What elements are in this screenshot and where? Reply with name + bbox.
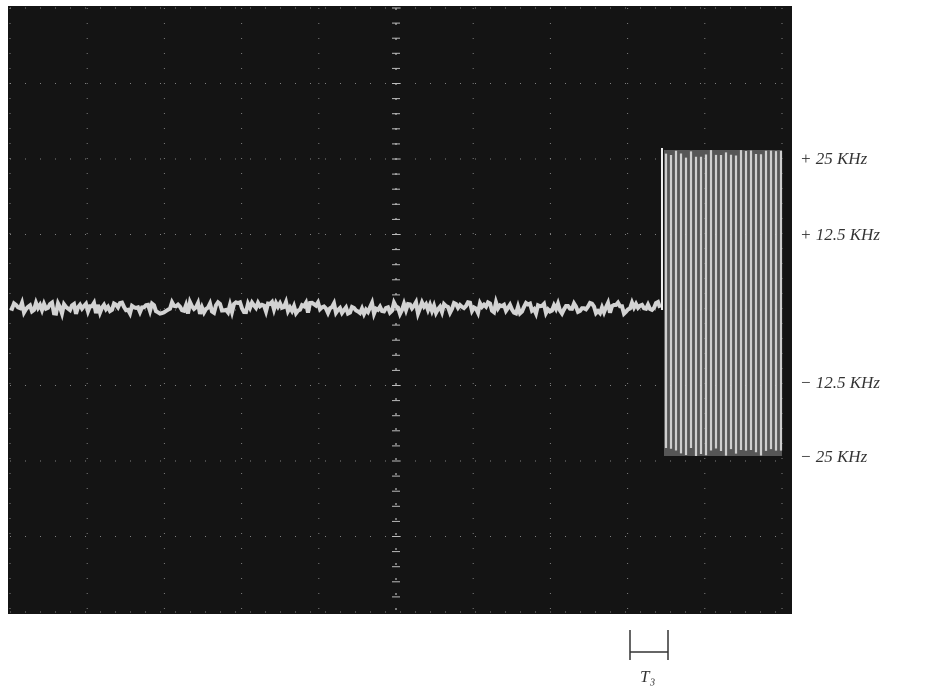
graticule [9,7,783,613]
level-label: − 12.5 KHz [800,373,880,392]
level-label: + 25 KHz [800,149,868,168]
interval-label: T₃ [640,667,655,686]
trace [9,148,783,456]
burst-fill [664,150,782,456]
baseline-noise [9,294,662,322]
interval-marker [629,630,669,660]
level-label: + 12.5 KHz [800,225,880,244]
level-label: − 25 KHz [800,447,868,466]
